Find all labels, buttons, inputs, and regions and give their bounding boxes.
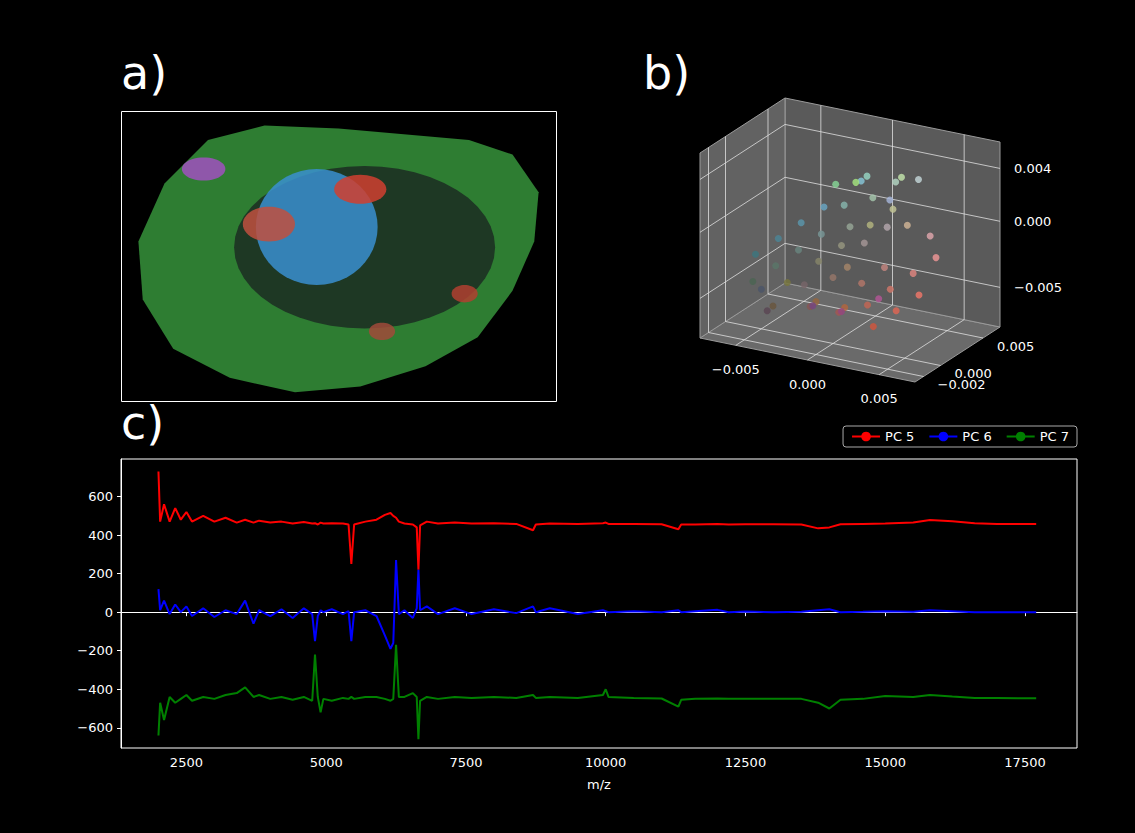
svg-text:0.000: 0.000 <box>955 366 992 381</box>
svg-text:600: 600 <box>88 489 113 504</box>
svg-text:2500: 2500 <box>170 755 203 770</box>
svg-text:0.000: 0.000 <box>789 377 826 392</box>
svg-text:−0.005: −0.005 <box>1014 280 1062 295</box>
svg-text:7500: 7500 <box>449 755 482 770</box>
svg-text:a): a) <box>121 46 167 100</box>
svg-text:−0.002: −0.002 <box>937 377 986 392</box>
svg-text:0.004: 0.004 <box>1014 161 1051 176</box>
svg-text:12500: 12500 <box>725 755 766 770</box>
svg-text:0.000: 0.000 <box>1014 214 1051 229</box>
svg-text:0.005: 0.005 <box>861 391 898 406</box>
svg-text:0.005: 0.005 <box>997 339 1034 354</box>
svg-text:−0.005: −0.005 <box>712 362 760 377</box>
svg-text:c): c) <box>121 396 164 450</box>
svg-text:17500: 17500 <box>1004 755 1045 770</box>
svg-text:0: 0 <box>105 605 113 620</box>
svg-text:PC 5: PC 5 <box>885 429 914 444</box>
svg-text:m/z: m/z <box>587 777 611 792</box>
svg-text:−600: −600 <box>77 720 113 735</box>
svg-text:400: 400 <box>88 528 113 543</box>
svg-text:5000: 5000 <box>310 755 343 770</box>
svg-text:10000: 10000 <box>585 755 626 770</box>
svg-text:PC 7: PC 7 <box>1040 429 1069 444</box>
svg-text:b): b) <box>643 46 690 100</box>
svg-text:200: 200 <box>88 566 113 581</box>
svg-text:−200: −200 <box>77 643 113 658</box>
svg-text:−400: −400 <box>77 682 113 697</box>
svg-text:PC 6: PC 6 <box>962 429 991 444</box>
svg-text:15000: 15000 <box>865 755 906 770</box>
